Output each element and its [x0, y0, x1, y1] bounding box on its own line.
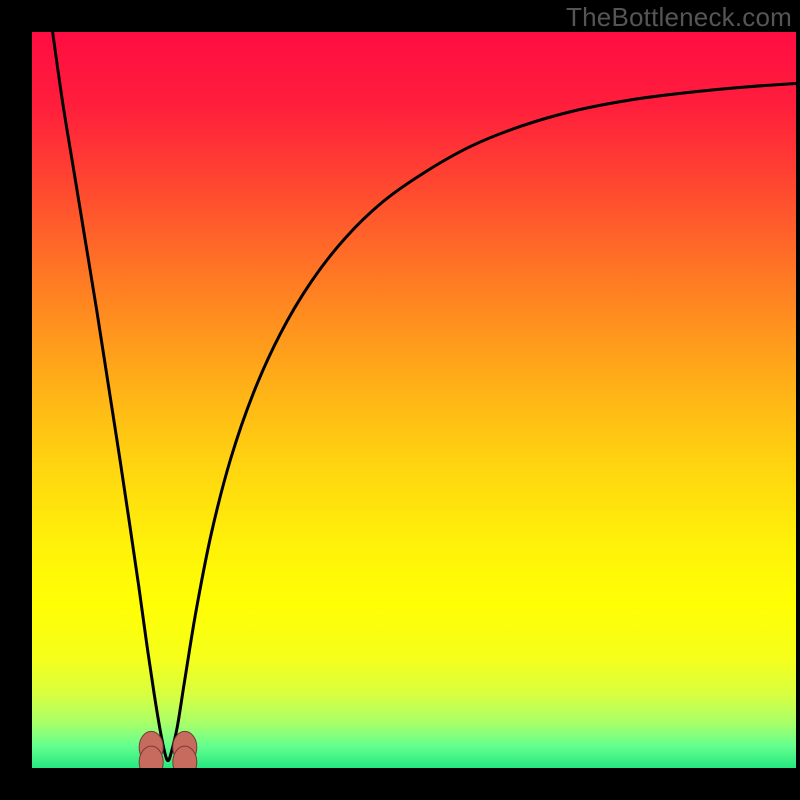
figure-root: TheBottleneck.com: [0, 0, 800, 800]
plot-area: [32, 32, 796, 768]
watermark-text: TheBottleneck.com: [566, 2, 792, 33]
bottleneck-curve: [53, 32, 796, 761]
curve-overlay-svg: [32, 32, 796, 768]
